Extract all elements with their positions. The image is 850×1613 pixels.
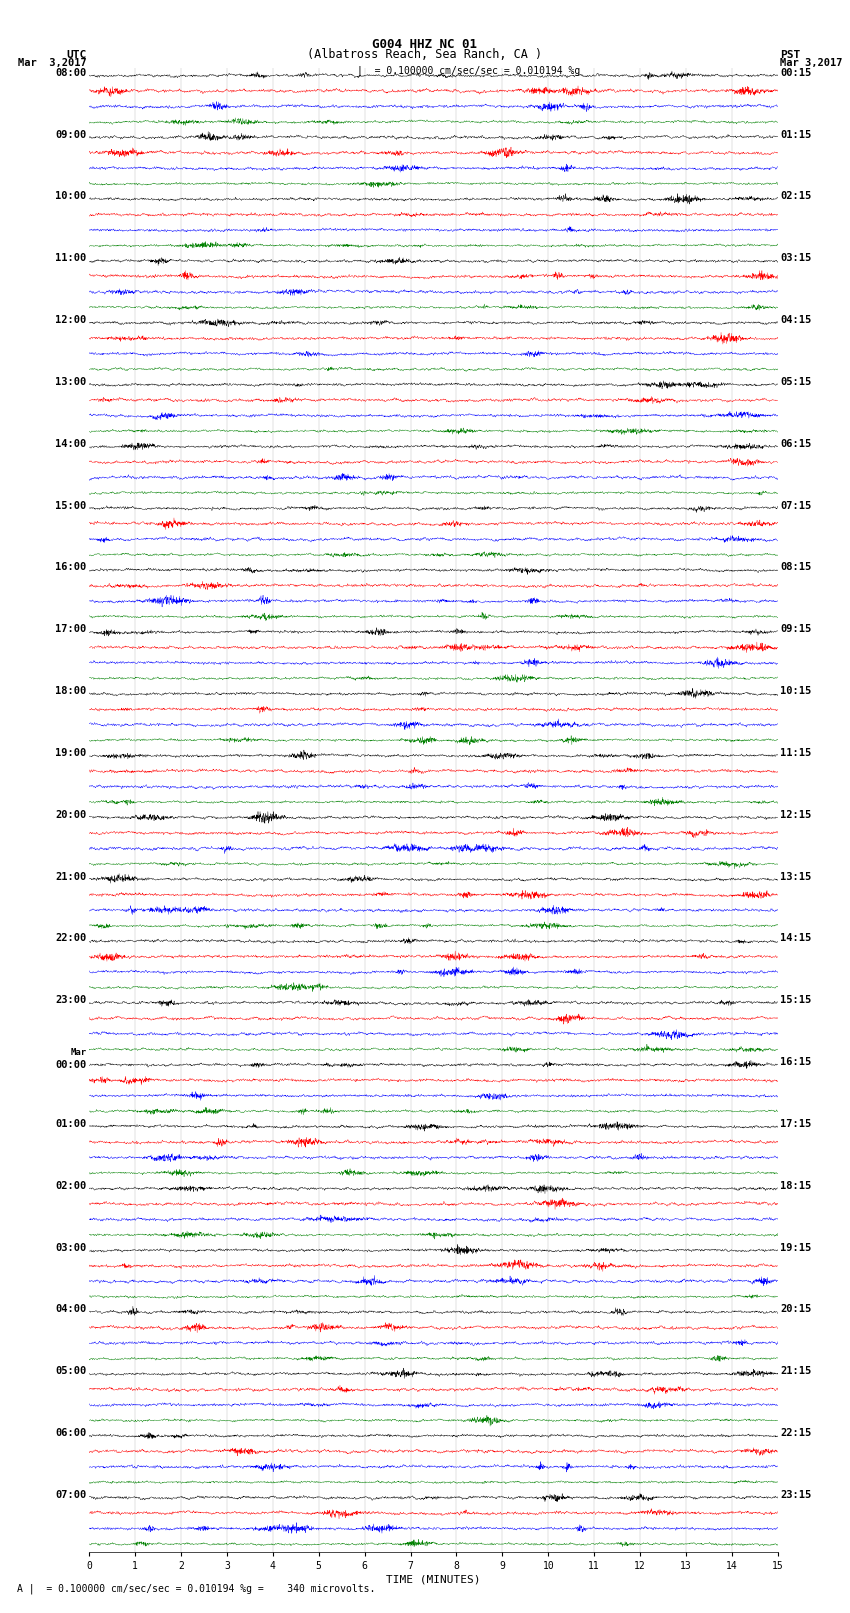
Text: 14:00: 14:00 — [55, 439, 87, 448]
Text: 20:00: 20:00 — [55, 810, 87, 819]
Text: Mar  3,2017: Mar 3,2017 — [18, 58, 87, 68]
Text: 06:15: 06:15 — [780, 439, 812, 448]
Text: 03:15: 03:15 — [780, 253, 812, 263]
Text: 08:00: 08:00 — [55, 68, 87, 77]
Text: 12:15: 12:15 — [780, 810, 812, 819]
Text: 15:00: 15:00 — [55, 500, 87, 511]
Text: |  = 0.100000 cm/sec/sec = 0.010194 %g: | = 0.100000 cm/sec/sec = 0.010194 %g — [357, 65, 581, 76]
Text: 18:00: 18:00 — [55, 686, 87, 697]
Text: A |  = 0.100000 cm/sec/sec = 0.010194 %g =    340 microvolts.: A | = 0.100000 cm/sec/sec = 0.010194 %g … — [17, 1582, 376, 1594]
Text: 12:00: 12:00 — [55, 315, 87, 326]
Text: 00:00: 00:00 — [55, 1060, 87, 1069]
Text: Mar: Mar — [71, 1048, 87, 1057]
Text: 14:15: 14:15 — [780, 934, 812, 944]
Text: 03:00: 03:00 — [55, 1242, 87, 1253]
Text: 11:15: 11:15 — [780, 748, 812, 758]
Text: 15:15: 15:15 — [780, 995, 812, 1005]
Text: 08:15: 08:15 — [780, 563, 812, 573]
Text: 17:00: 17:00 — [55, 624, 87, 634]
Text: 17:15: 17:15 — [780, 1119, 812, 1129]
Text: 07:00: 07:00 — [55, 1490, 87, 1500]
Text: PST: PST — [780, 50, 801, 60]
Text: 06:00: 06:00 — [55, 1428, 87, 1439]
Text: 23:00: 23:00 — [55, 995, 87, 1005]
Text: 18:15: 18:15 — [780, 1181, 812, 1190]
Text: 13:00: 13:00 — [55, 377, 87, 387]
Text: 00:15: 00:15 — [780, 68, 812, 77]
Text: 02:15: 02:15 — [780, 192, 812, 202]
X-axis label: TIME (MINUTES): TIME (MINUTES) — [386, 1574, 481, 1586]
Text: 09:15: 09:15 — [780, 624, 812, 634]
Text: 01:00: 01:00 — [55, 1119, 87, 1129]
Text: 01:15: 01:15 — [780, 129, 812, 140]
Text: 13:15: 13:15 — [780, 871, 812, 882]
Text: 09:00: 09:00 — [55, 129, 87, 140]
Text: 07:15: 07:15 — [780, 500, 812, 511]
Text: 05:15: 05:15 — [780, 377, 812, 387]
Text: 10:15: 10:15 — [780, 686, 812, 697]
Text: 04:15: 04:15 — [780, 315, 812, 326]
Text: 19:15: 19:15 — [780, 1242, 812, 1253]
Text: 02:00: 02:00 — [55, 1181, 87, 1190]
Text: 16:15: 16:15 — [780, 1057, 812, 1068]
Text: (Albatross Reach, Sea Ranch, CA ): (Albatross Reach, Sea Ranch, CA ) — [308, 47, 542, 61]
Text: 05:00: 05:00 — [55, 1366, 87, 1376]
Text: 20:15: 20:15 — [780, 1305, 812, 1315]
Text: 19:00: 19:00 — [55, 748, 87, 758]
Text: G004 HHZ NC 01: G004 HHZ NC 01 — [372, 37, 478, 52]
Text: Mar 3,2017: Mar 3,2017 — [780, 58, 843, 68]
Text: 04:00: 04:00 — [55, 1305, 87, 1315]
Text: 23:15: 23:15 — [780, 1490, 812, 1500]
Text: 22:00: 22:00 — [55, 934, 87, 944]
Text: 21:00: 21:00 — [55, 871, 87, 882]
Text: 10:00: 10:00 — [55, 192, 87, 202]
Text: UTC: UTC — [66, 50, 87, 60]
Text: 22:15: 22:15 — [780, 1428, 812, 1439]
Text: 11:00: 11:00 — [55, 253, 87, 263]
Text: 21:15: 21:15 — [780, 1366, 812, 1376]
Text: 16:00: 16:00 — [55, 563, 87, 573]
